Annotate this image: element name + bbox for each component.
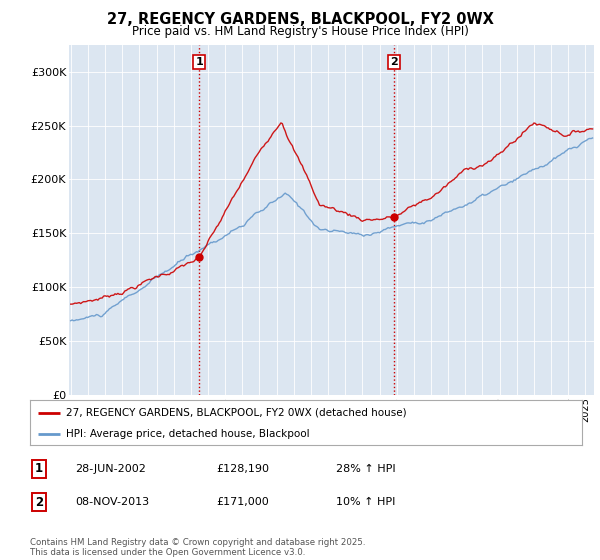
Text: £128,190: £128,190: [216, 464, 269, 474]
Text: 28% ↑ HPI: 28% ↑ HPI: [336, 464, 395, 474]
Text: 2: 2: [35, 496, 43, 509]
Text: Price paid vs. HM Land Registry's House Price Index (HPI): Price paid vs. HM Land Registry's House …: [131, 25, 469, 38]
Text: 27, REGENCY GARDENS, BLACKPOOL, FY2 0WX (detached house): 27, REGENCY GARDENS, BLACKPOOL, FY2 0WX …: [66, 408, 407, 418]
Text: 28-JUN-2002: 28-JUN-2002: [75, 464, 146, 474]
Text: 10% ↑ HPI: 10% ↑ HPI: [336, 497, 395, 507]
Text: 1: 1: [196, 57, 203, 67]
Text: £171,000: £171,000: [216, 497, 269, 507]
Text: 2: 2: [390, 57, 398, 67]
Text: 1: 1: [35, 462, 43, 475]
Text: Contains HM Land Registry data © Crown copyright and database right 2025.
This d: Contains HM Land Registry data © Crown c…: [30, 538, 365, 557]
Text: 08-NOV-2013: 08-NOV-2013: [75, 497, 149, 507]
Text: HPI: Average price, detached house, Blackpool: HPI: Average price, detached house, Blac…: [66, 429, 310, 439]
Text: 27, REGENCY GARDENS, BLACKPOOL, FY2 0WX: 27, REGENCY GARDENS, BLACKPOOL, FY2 0WX: [107, 12, 493, 27]
